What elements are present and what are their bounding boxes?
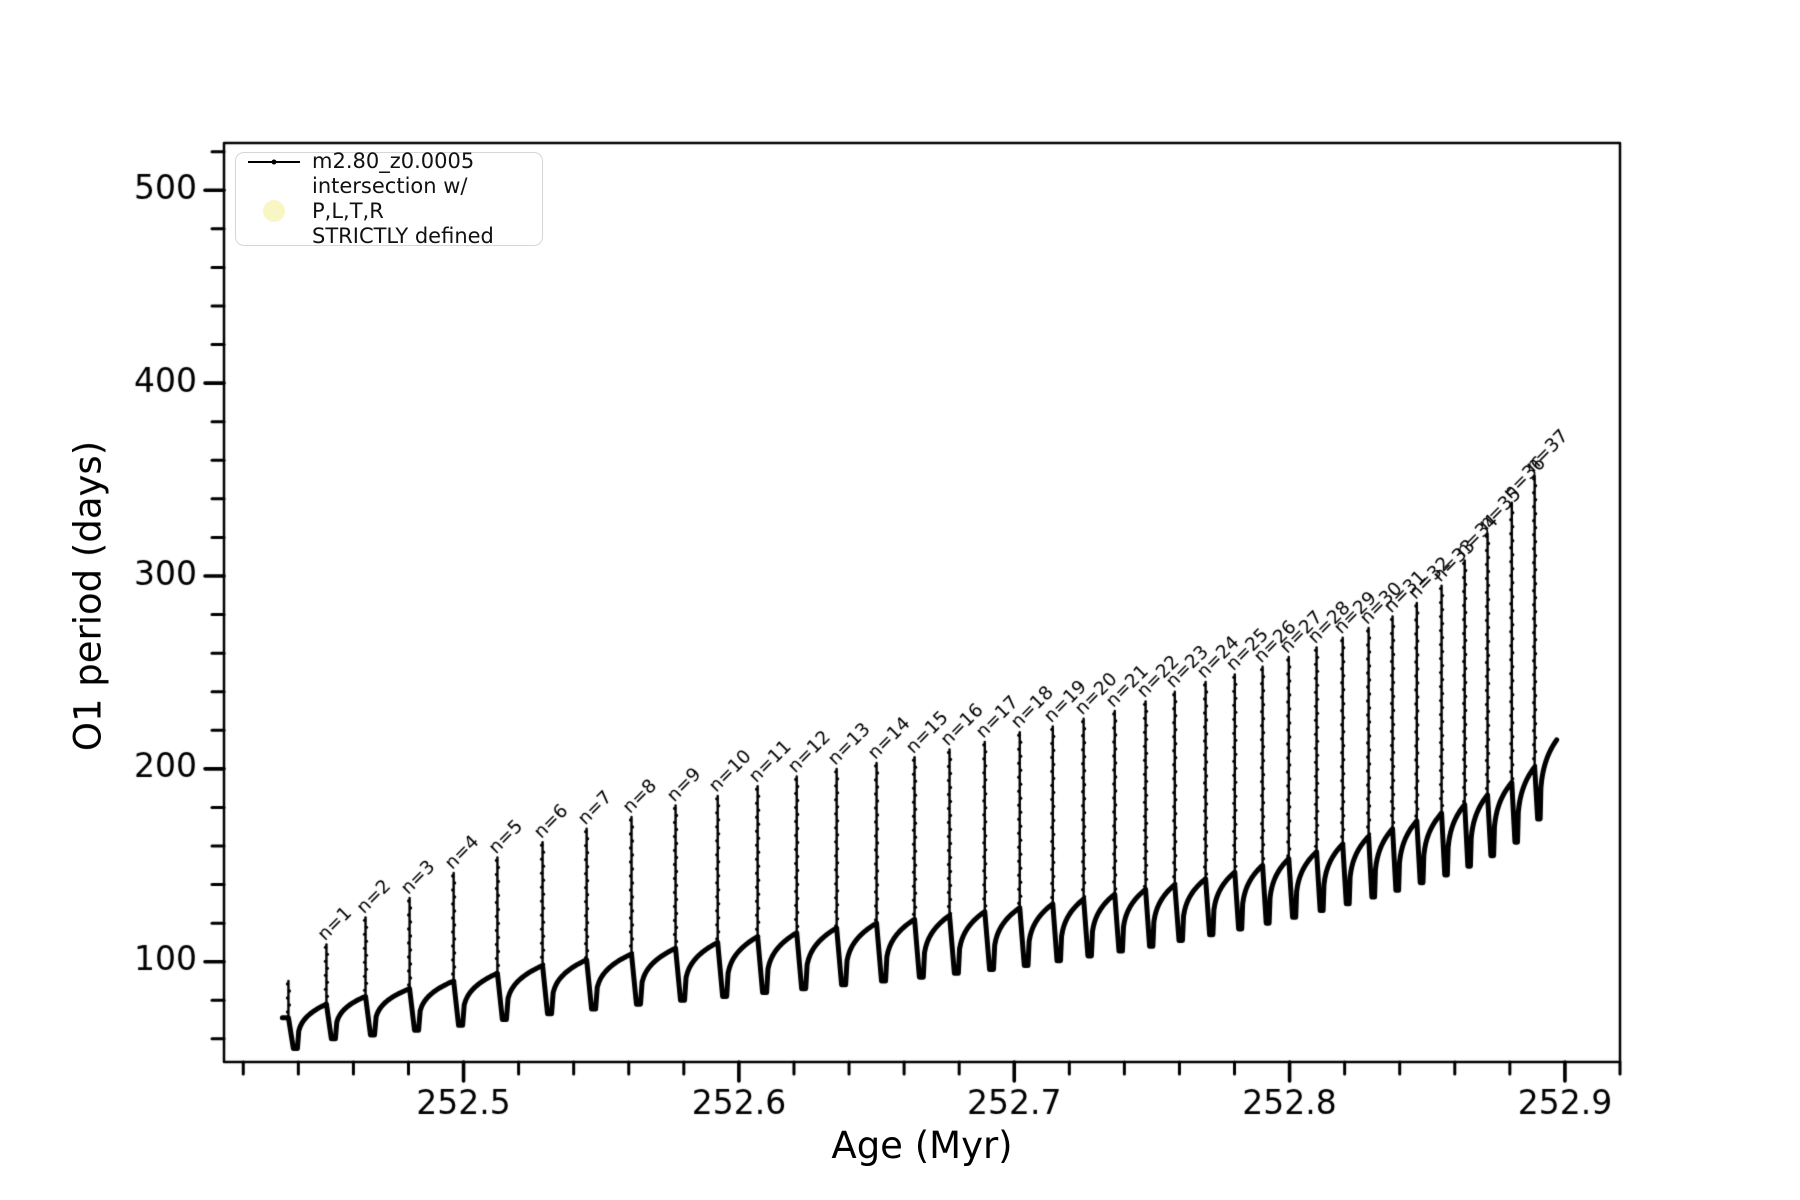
y-axis-title: O1 period (days) xyxy=(66,440,110,752)
series-line-marker-icon xyxy=(236,159,312,165)
legend-series-label: m2.80_z0.0005 xyxy=(312,149,475,174)
intersection-circle xyxy=(263,200,285,223)
legend-intersection-label: intersection w/ P,L,T,R STRICTLY defined xyxy=(312,174,494,248)
legend: m2.80_z0.0005 intersection w/ P,L,T,R ST… xyxy=(235,149,543,248)
x-axis-title: Age (Myr) xyxy=(831,1124,1013,1167)
intersection-marker-icon xyxy=(236,200,312,223)
legend-row-intersection: intersection w/ P,L,T,R STRICTLY defined xyxy=(236,174,542,248)
legend-row-series: m2.80_z0.0005 xyxy=(236,149,542,174)
series-dot xyxy=(271,159,277,165)
